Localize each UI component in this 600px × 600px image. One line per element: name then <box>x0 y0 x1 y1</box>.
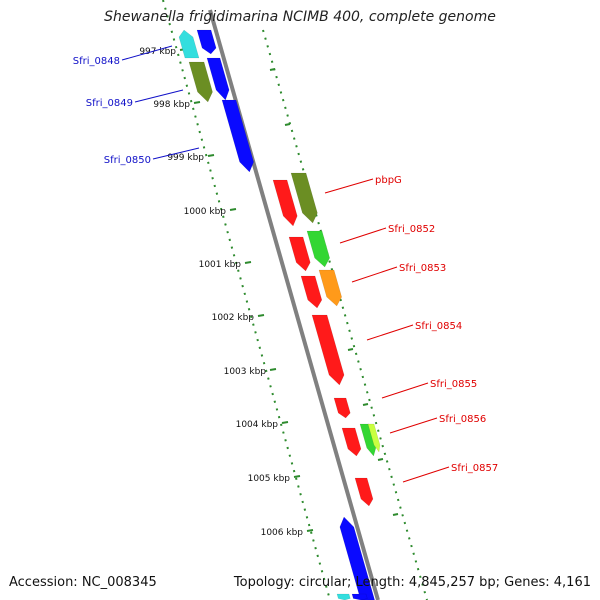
scale-tick <box>347 348 354 351</box>
scale-tick <box>193 101 201 104</box>
scale-tick <box>207 154 215 157</box>
gene-label[interactable]: Sfri_0854 <box>415 321 462 332</box>
gene-feature-sfri-0854[interactable] <box>311 314 345 386</box>
scale-tick <box>269 68 276 71</box>
scale-label: 1001 kbp <box>199 260 242 270</box>
scale-label: 997 kbp <box>139 47 176 57</box>
gene-feature-sfri-0853-orange[interactable] <box>318 269 342 307</box>
gene-feature-sfri-0848-blue[interactable] <box>196 29 217 55</box>
scale-tick <box>377 458 384 461</box>
ruler-left <box>162 0 331 600</box>
scale-tick <box>229 208 237 211</box>
gene-feature-blue-bottom-2[interactable] <box>351 593 368 600</box>
scale-tick <box>257 314 265 317</box>
gene-feature-sfri-0852-green[interactable] <box>306 230 330 268</box>
gene-leader-line <box>366 324 414 341</box>
gene-leader-line <box>389 417 438 434</box>
gene-leader-line <box>351 266 398 283</box>
ruler-right <box>262 29 428 600</box>
gene-feature-sfri-0856-green[interactable] <box>359 423 377 457</box>
gene-leader-line <box>402 466 450 483</box>
scale-tick <box>362 403 369 406</box>
gene-feature-pbpg-olive[interactable] <box>290 172 318 224</box>
gene-leader-line <box>134 89 184 103</box>
gene-feature-sfri-0857[interactable] <box>354 477 374 507</box>
scale-label: 1005 kbp <box>248 474 291 484</box>
gene-feature-blue-bottom[interactable] <box>339 516 375 600</box>
scale-label: 1003 kbp <box>224 367 267 377</box>
gene-feature-sfri-0856-yellow[interactable] <box>367 423 381 453</box>
gene-label[interactable]: Sfri_0856 <box>439 414 486 425</box>
gene-label[interactable]: Sfri_0849 <box>86 98 133 109</box>
gene-feature-cyan-bottom[interactable] <box>336 593 351 600</box>
scale-tick <box>392 513 399 516</box>
scale-label: 998 kbp <box>153 100 190 110</box>
scale-label: 1004 kbp <box>236 420 279 430</box>
gene-leader-line <box>381 382 429 399</box>
gene-label[interactable]: Sfri_0853 <box>399 263 446 274</box>
scale-label: 999 kbp <box>167 153 204 163</box>
gene-feature-sfri-0856-red[interactable] <box>341 427 362 457</box>
scale-tick <box>269 368 277 371</box>
gene-feature-sfri-0849-olive[interactable] <box>188 61 213 103</box>
gene-leader-line <box>324 178 374 194</box>
scale-tick <box>284 123 291 126</box>
gene-label[interactable]: Sfri_0857 <box>451 463 498 474</box>
genome-title: Shewanella frigidimarina NCIMB 400, comp… <box>104 9 496 25</box>
scale-tick <box>281 421 289 424</box>
gene-feature-sfri-0850[interactable] <box>221 99 254 173</box>
topology-text: Topology: circular; Length: 4,845,257 bp… <box>233 575 591 590</box>
gene-feature-sfri-0855[interactable] <box>333 397 351 419</box>
gene-label[interactable]: Sfri_0850 <box>104 155 151 166</box>
genome-backbone <box>208 9 380 600</box>
scale-label: 1002 kbp <box>212 313 255 323</box>
gene-feature-sfri-0852-red[interactable] <box>288 236 311 272</box>
gene-label[interactable]: Sfri_0848 <box>73 56 120 67</box>
scale-tick <box>244 261 252 264</box>
scale-tick <box>306 529 314 532</box>
gene-feature-sfri-0849-blue[interactable] <box>206 57 230 101</box>
scale-tick <box>293 475 301 478</box>
gene-label[interactable]: Sfri_0852 <box>388 224 435 235</box>
gene-label[interactable]: Sfri_0855 <box>430 379 477 390</box>
accession-text: Accession: NC_008345 <box>9 575 157 590</box>
gene-leader-line <box>339 227 387 244</box>
gene-feature-sfri-0848-cyan[interactable] <box>178 29 200 59</box>
gene-label[interactable]: pbpG <box>375 175 402 186</box>
scale-label: 1006 kbp <box>261 528 304 538</box>
gene-feature-sfri-0853-red[interactable] <box>300 275 323 309</box>
gene-leader-line <box>121 45 173 61</box>
scale-label: 1000 kbp <box>184 207 227 217</box>
gene-leader-line <box>152 147 200 160</box>
gene-feature-pbpg-red[interactable] <box>272 179 298 227</box>
